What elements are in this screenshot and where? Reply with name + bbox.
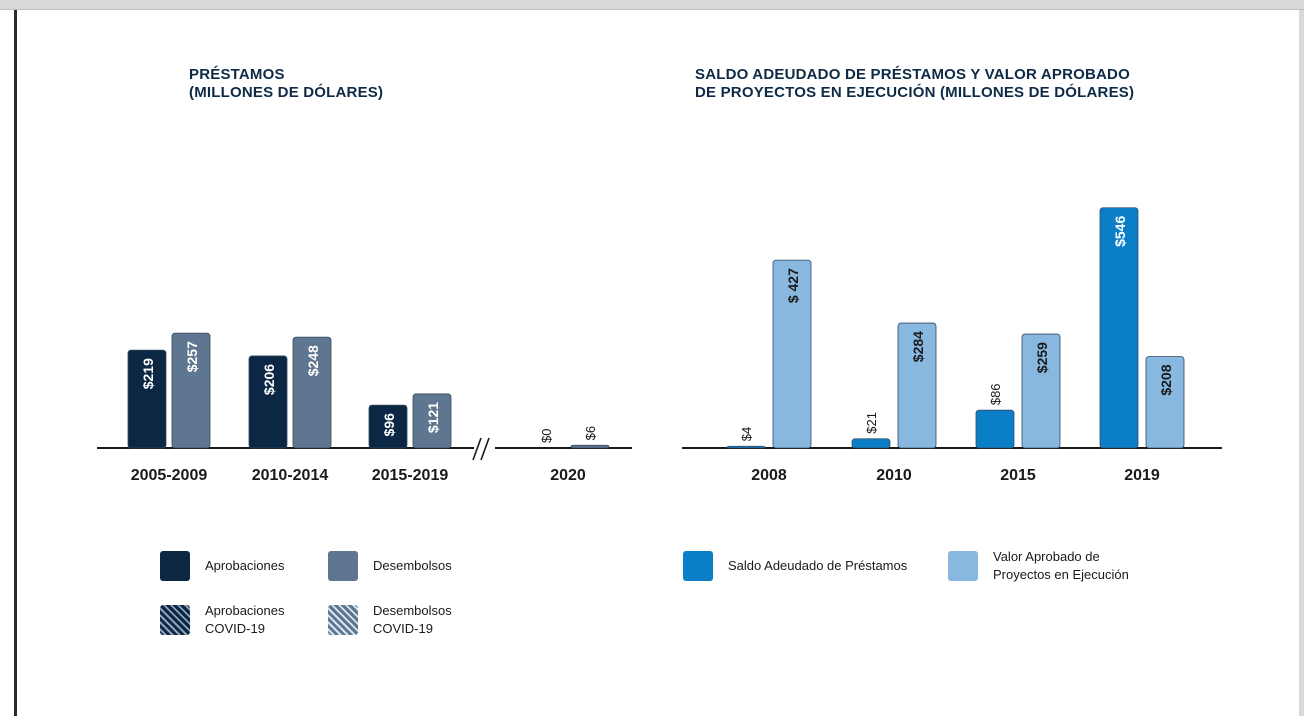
bar-value-label: $21 [864, 412, 879, 434]
bar [171, 332, 211, 449]
chart-title-prestamos: PRÉSTAMOS (MILLONES DE DÓLARES) [189, 66, 383, 102]
legend-label-line: Aprobaciones [205, 603, 285, 618]
bar-value-label: $96 [381, 413, 397, 437]
bar [1099, 207, 1139, 449]
legend-swatch-hatched [160, 605, 190, 635]
bar [772, 259, 812, 449]
bar-value-label: $208 [1158, 364, 1174, 395]
x-tick-label: 2005-2009 [131, 467, 208, 484]
legend-item-desembolsos: Desembolsos [328, 551, 452, 581]
legend-item-aprobaciones: Aprobaciones [160, 551, 285, 581]
bar-value-label: $206 [261, 364, 277, 395]
legend-label: Valor Aprobado de Proyectos en Ejecución [993, 548, 1129, 584]
bar-value-label: $ 427 [785, 268, 801, 303]
chart-title-line: DE PROYECTOS EN EJECUCIÓN (MILLONES DE D… [695, 84, 1135, 101]
bar-value-label: $259 [1034, 342, 1050, 373]
legend-swatch [160, 551, 190, 581]
bar-value-label: $121 [425, 402, 441, 433]
bar [248, 355, 288, 449]
x-tick-label: 2008 [751, 467, 787, 484]
bar [412, 393, 452, 449]
bar-value-label: $248 [305, 345, 321, 376]
legend-label-line: Saldo Adeudado de Préstamos [728, 558, 908, 573]
x-tick-label: 2019 [1124, 467, 1160, 484]
chart-title-line: PRÉSTAMOS [189, 66, 285, 83]
bar-value-label: $284 [910, 331, 926, 362]
legend-item-aprobaciones-covid: Aprobaciones COVID-19 [160, 602, 285, 638]
viewer-toolbar-strip [0, 0, 1304, 10]
legend-label: Saldo Adeudado de Préstamos [728, 557, 907, 575]
bar-value-label: $546 [1112, 216, 1128, 247]
bar [368, 404, 408, 449]
bar [570, 444, 610, 449]
legend-swatch [948, 551, 978, 581]
chart-title-line: (MILLONES DE DÓLARES) [189, 84, 384, 101]
x-tick-label: 2010-2014 [252, 467, 329, 484]
bar [726, 445, 766, 449]
bar-value-label: $0 [539, 429, 554, 443]
x-tick-label: 2015 [1000, 467, 1036, 484]
legend-swatch [683, 551, 713, 581]
legend-label: Desembolsos [373, 557, 452, 575]
bar-value-label: $219 [140, 358, 156, 389]
legend-label-line: Desembolsos [373, 603, 452, 618]
bar-value-label: $4 [739, 427, 754, 441]
legend-label-line: Aprobaciones [205, 558, 285, 573]
legend-label-line: Valor Aprobado de [993, 549, 1100, 564]
legend-label-line: COVID-19 [373, 621, 433, 636]
bar [292, 336, 332, 449]
bar [127, 349, 167, 449]
legend-swatch [328, 551, 358, 581]
page-left-border [14, 10, 17, 716]
legend-label: Aprobaciones [205, 557, 285, 575]
legend-item-desembolsos-covid: Desembolsos COVID-19 [328, 602, 452, 638]
legend-label-line: Desembolsos [373, 558, 452, 573]
legend-label: Aprobaciones COVID-19 [205, 602, 285, 638]
axis-break-mark [472, 437, 482, 461]
chart-title-line: SALDO ADEUDADO DE PRÉSTAMOS Y VALOR APRO… [695, 66, 1130, 83]
bar-value-label: $257 [184, 341, 200, 372]
legend-swatch-hatched [328, 605, 358, 635]
bar [897, 322, 937, 449]
x-tick-label: 2015-2019 [372, 467, 449, 484]
legend-label-line: Proyectos en Ejecución [993, 567, 1129, 582]
legend-item-saldo: Saldo Adeudado de Préstamos [683, 551, 907, 581]
bar-value-label: $6 [583, 426, 598, 440]
bar [1145, 356, 1185, 449]
x-tick-label: 2020 [550, 467, 586, 484]
legend-item-valor: Valor Aprobado de Proyectos en Ejecución [948, 548, 1129, 584]
page-right-border [1299, 10, 1304, 716]
bar [975, 409, 1015, 449]
chart-title-saldo: SALDO ADEUDADO DE PRÉSTAMOS Y VALOR APRO… [695, 66, 1134, 102]
bar-value-label: $86 [988, 383, 1003, 405]
legend-label-line: COVID-19 [205, 621, 265, 636]
axis-break-mark [480, 437, 490, 461]
bar [851, 438, 891, 449]
legend-label: Desembolsos COVID-19 [373, 602, 452, 638]
bar [1021, 333, 1061, 449]
x-tick-label: 2010 [876, 467, 912, 484]
